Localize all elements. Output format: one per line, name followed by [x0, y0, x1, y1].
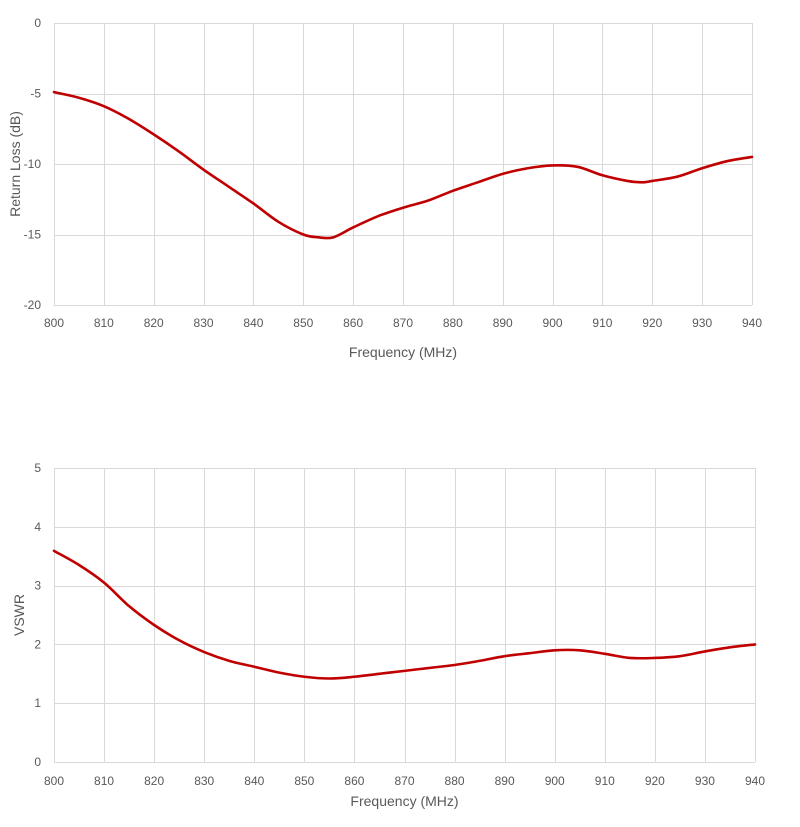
vswr-y-tick-label: 5	[34, 461, 41, 475]
vswr-x-tick-label: 940	[745, 774, 765, 788]
return-loss-x-tick-label: 820	[144, 316, 164, 330]
return-loss-x-axis-title: Frequency (MHz)	[349, 344, 457, 360]
vswr-x-tick-label: 890	[495, 774, 515, 788]
return-loss-x-tick-label: 830	[194, 316, 214, 330]
vswr-x-tick-label: 820	[144, 774, 164, 788]
return-loss-y-tick-label: -10	[24, 157, 42, 171]
vswr-y-tick-label: 0	[34, 755, 41, 769]
vswr-x-tick-label: 810	[94, 774, 114, 788]
return-loss-x-tick-label: 850	[293, 316, 313, 330]
vswr-x-axis-title: Frequency (MHz)	[350, 793, 458, 809]
return-loss-x-tick-label: 840	[243, 316, 263, 330]
return-loss-x-tick-label: 940	[742, 316, 762, 330]
vswr-y-axis-title: VSWR	[11, 594, 27, 636]
return-loss-series-line	[52, 90, 754, 240]
vswr-series-line	[52, 549, 757, 680]
vswr-y-tick-label: 3	[34, 579, 41, 593]
vswr-x-tick-label: 910	[595, 774, 615, 788]
return-loss-x-tick-label: 930	[692, 316, 712, 330]
vswr-y-tick-label: 1	[34, 696, 41, 710]
return-loss-x-tick-label: 900	[543, 316, 563, 330]
vswr-x-tick-label: 870	[394, 774, 414, 788]
return-loss-x-tick-label: 860	[343, 316, 363, 330]
vswr-gridlines	[54, 468, 756, 763]
return-loss-x-tick-label: 870	[393, 316, 413, 330]
return-loss-y-tick-label: -15	[24, 228, 42, 242]
return-loss-x-tick-label: 800	[44, 316, 64, 330]
return-loss-x-tick-label: 890	[493, 316, 513, 330]
return-loss-gridlines	[54, 23, 753, 306]
vswr-y-tick-label: 4	[34, 520, 41, 534]
return-loss-chart: 800 810 820 830 840 850 860 870 880 890 900 910 920 9…	[7, 16, 762, 360]
return-loss-y-tick-label: -5	[30, 87, 41, 101]
return-loss-y-tick-label: 0	[34, 16, 41, 30]
vswr-y-tick-label: 2	[34, 637, 41, 651]
vswr-x-tick-label: 920	[645, 774, 665, 788]
return-loss-x-tick-label: 910	[592, 316, 612, 330]
return-loss-x-tick-label: 880	[443, 316, 463, 330]
vswr-x-tick-label: 830	[194, 774, 214, 788]
vswr-x-tick-label: 900	[545, 774, 565, 788]
vswr-x-tick-label: 840	[244, 774, 264, 788]
return-loss-x-tick-label: 920	[642, 316, 662, 330]
vswr-x-tick-label: 930	[695, 774, 715, 788]
vswr-chart: 800 810 820 830 840 850 860 870 880 890 900 910 920 9…	[11, 461, 765, 809]
return-loss-y-axis-title: Return Loss (dB)	[7, 111, 23, 217]
vswr-x-tick-label: 850	[294, 774, 314, 788]
vswr-x-tick-label: 860	[344, 774, 364, 788]
return-loss-x-tick-label: 810	[94, 316, 114, 330]
return-loss-y-tick-label: -20	[24, 298, 42, 312]
vswr-x-tick-label: 880	[445, 774, 465, 788]
vswr-x-tick-label: 800	[44, 774, 64, 788]
